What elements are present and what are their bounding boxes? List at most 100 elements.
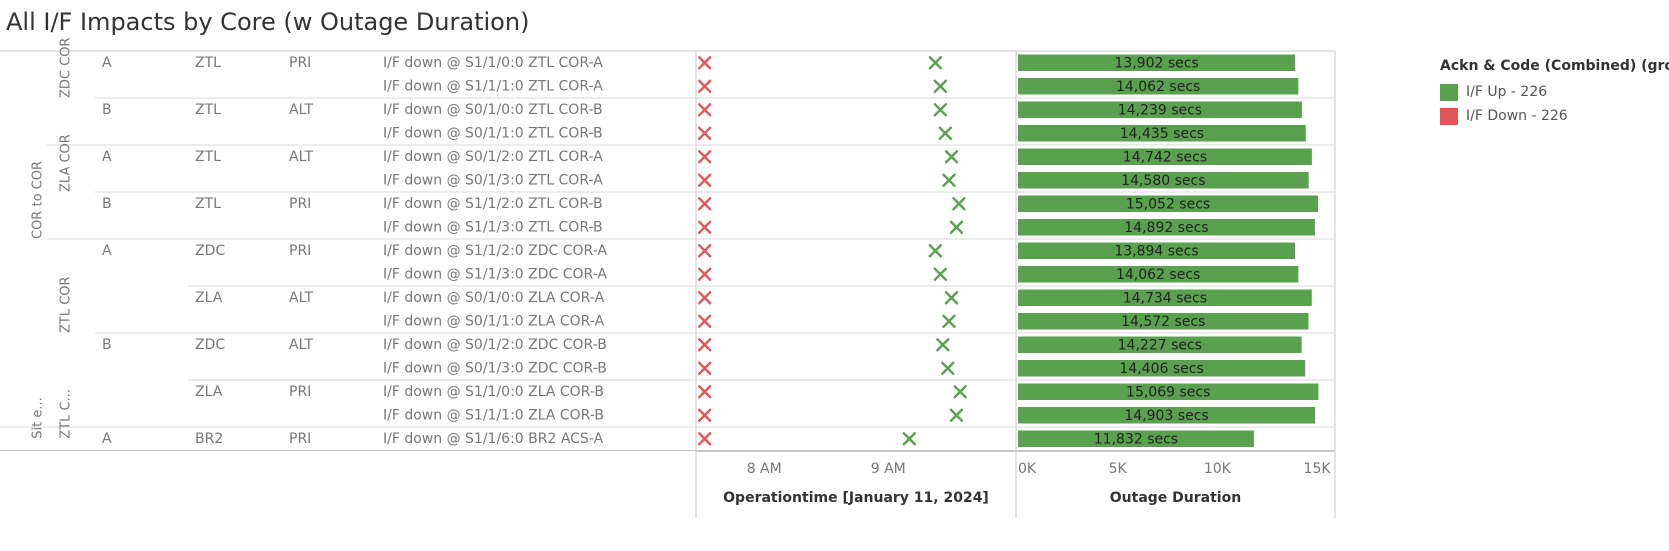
duration-bar[interactable] [1018,78,1299,95]
duration-label: 11,832 secs [1094,431,1178,447]
duration-bar[interactable] [1018,54,1296,72]
down-marker[interactable] [697,385,712,399]
down-marker[interactable] [697,79,712,93]
level5-label: PRI [289,384,311,400]
up-marker[interactable] [938,126,953,140]
up-marker-stroke [928,244,943,258]
level4-label: ZTL [195,196,221,212]
duration-label: 14,580 secs [1121,173,1205,189]
duration-label: 14,062 secs [1116,79,1200,95]
down-marker[interactable] [697,361,712,375]
duration-bar[interactable] [1018,195,1319,213]
down-marker[interactable] [697,408,712,422]
up-marker[interactable] [942,314,956,328]
up-marker[interactable] [941,361,955,375]
level3-label: B [102,337,112,353]
bar-tick-label: 5K [1109,461,1128,477]
duration-bar[interactable] [1018,383,1319,401]
down-marker[interactable] [697,432,712,446]
down-marker[interactable] [697,314,712,328]
scatter-axis-title: Operationtime [January 11, 2024] [723,490,989,506]
up-marker[interactable] [952,197,966,211]
down-marker[interactable] [697,173,712,187]
down-marker[interactable] [697,56,712,70]
down-marker-stroke [697,197,712,211]
duration-label: 14,903 secs [1124,408,1208,424]
duration-bar[interactable] [1018,148,1312,166]
duration-bar[interactable] [1018,336,1302,354]
duration-bar[interactable] [1018,360,1306,377]
row-label: I/F down @ S0/1/3:0 ZDC COR-B [383,360,607,376]
bar-axis-title: Outage Duration [1110,490,1241,506]
up-marker-stroke [933,103,948,117]
level3-label: A [102,243,112,259]
level2-label: ZTL C... [59,389,74,439]
duration-bar[interactable] [1018,101,1302,119]
duration-bar[interactable] [1018,289,1312,307]
down-marker-stroke [697,432,712,446]
level5-label: PRI [289,196,311,212]
legend-item-down[interactable]: I/F Down - 226 [1440,104,1669,128]
level4-label: ZLA [195,384,223,400]
duration-bar[interactable] [1018,313,1309,330]
duration-bar[interactable] [1018,430,1254,448]
row-label: I/F down @ S1/1/6:0 BR2 ACS-A [383,431,604,447]
up-marker[interactable] [928,56,943,70]
up-marker[interactable] [933,79,948,93]
up-marker[interactable] [933,267,948,281]
down-marker[interactable] [697,244,712,258]
down-marker-stroke [697,126,712,140]
up-marker-stroke [949,220,964,234]
up-marker[interactable] [949,220,964,234]
down-marker[interactable] [697,150,712,164]
row-label: I/F down @ S1/1/2:0 ZTL COR-B [383,196,603,212]
up-marker[interactable] [933,103,948,117]
up-marker[interactable] [953,385,967,399]
level3-label: A [102,149,112,165]
level1-label: COR to COR [31,161,46,239]
row-label: I/F down @ S0/1/3:0 ZTL COR-A [383,172,603,188]
duration-label: 13,902 secs [1114,55,1198,71]
up-marker[interactable] [944,291,959,305]
down-marker-stroke [697,361,712,375]
duration-bar[interactable] [1018,172,1309,189]
up-marker[interactable] [949,408,964,422]
down-marker-stroke [697,103,712,117]
level5-label: PRI [289,431,311,447]
up-marker[interactable] [928,244,943,258]
down-marker-stroke [697,79,712,93]
duration-bar[interactable] [1018,407,1316,424]
duration-bar[interactable] [1018,125,1306,142]
up-marker[interactable] [936,338,950,352]
level5-label: ALT [289,102,313,118]
up-marker[interactable] [902,432,917,446]
up-marker[interactable] [942,173,956,187]
duration-bar[interactable] [1018,219,1315,236]
down-marker[interactable] [697,220,712,234]
row-label: I/F down @ S0/1/1:0 ZTL COR-B [383,125,603,141]
down-marker-stroke [697,220,712,234]
duration-label: 14,239 secs [1118,102,1202,118]
down-marker-stroke [697,314,712,328]
scatter-tick-label: 9 AM [871,461,906,477]
legend-item-up[interactable]: I/F Up - 226 [1440,80,1669,104]
row-label: I/F down @ S0/1/2:0 ZTL COR-A [383,149,603,165]
level5-label: ALT [289,290,313,306]
duration-label: 15,069 secs [1126,384,1210,400]
duration-bar[interactable] [1018,266,1299,283]
level2-label: ZDC COR [59,38,74,98]
down-marker[interactable] [697,267,712,281]
up-marker-stroke [928,56,943,70]
up-marker[interactable] [944,150,959,164]
down-marker[interactable] [697,291,712,305]
down-marker[interactable] [697,126,712,140]
legend-label-up: I/F Up - 226 [1466,84,1548,100]
row-label: I/F down @ S1/1/3:0 ZTL COR-B [383,219,603,235]
level4-label: ZLA [195,290,223,306]
level4-label: BR2 [195,431,223,447]
down-marker[interactable] [697,338,712,352]
duration-bar[interactable] [1018,242,1296,260]
down-marker[interactable] [697,103,712,117]
row-label: I/F down @ S1/1/0:0 ZTL COR-A [383,55,603,71]
down-marker[interactable] [697,197,712,211]
